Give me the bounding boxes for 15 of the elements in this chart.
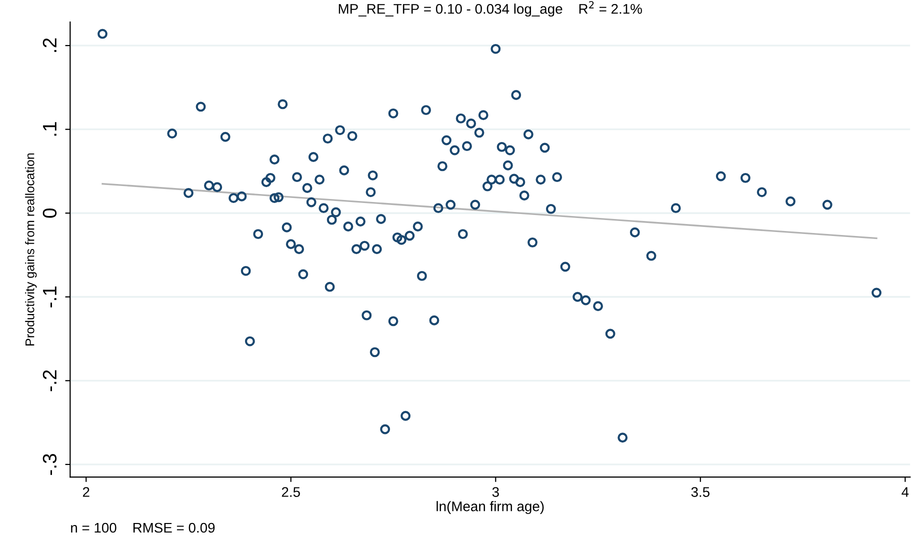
y-tick-label: -.2 xyxy=(42,370,56,392)
y-tick-label: -.1 xyxy=(43,286,56,308)
chart-title: MP_RE_TFP = 0.10 - 0.034 log_age R$^{2}$ = 2.1% xyxy=(338,1,642,17)
y-tick-label: .2 xyxy=(42,38,56,52)
y-tick-label: -.3 xyxy=(42,454,57,475)
text: n = 100 RMSE = 0.09 xyxy=(71,522,215,533)
x-tick-label: 2 xyxy=(82,487,90,497)
y-tick-label: .1 xyxy=(43,122,56,136)
x-tick-label: 4 xyxy=(902,487,909,497)
x-tick-label: 2.5 xyxy=(282,487,300,497)
x-axis-title: ln(Mean firm age) xyxy=(436,501,544,514)
x-tick-label: 3 xyxy=(492,487,499,497)
x-tick-label: 3.5 xyxy=(691,487,710,497)
y-axis-title: Productivity gains from reallocation xyxy=(25,153,37,346)
y-tick-label: 0 xyxy=(42,208,57,218)
